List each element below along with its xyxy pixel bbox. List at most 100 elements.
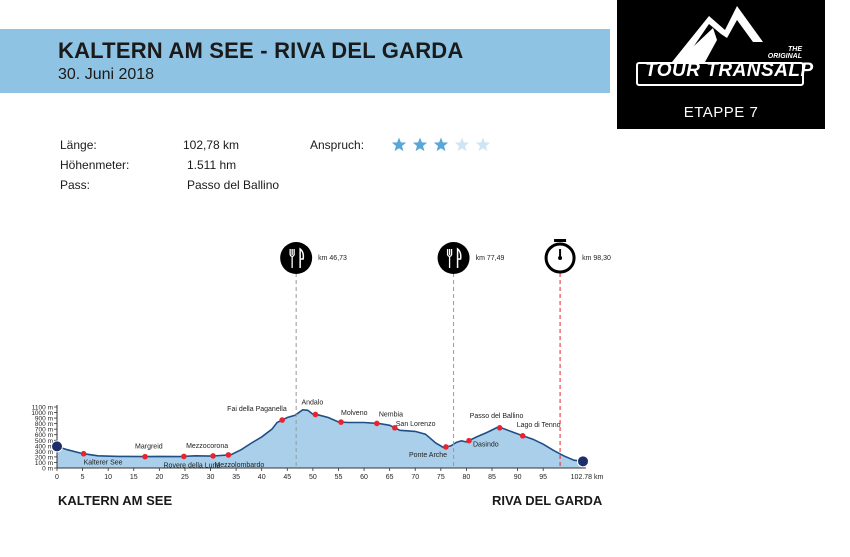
waypoint-label: Mezzolombardo [214, 462, 264, 469]
length-value: 102,78 km [183, 138, 240, 152]
stage-title: KALTERN AM SEE - RIVA DEL GARDA [58, 38, 464, 63]
waypoint-marker [496, 424, 503, 431]
y-tick-label: 100 m [35, 460, 53, 467]
x-tick-label: 50 [309, 474, 317, 481]
y-tick-label: 1000 m [31, 410, 53, 417]
finish-marker [577, 455, 589, 468]
start-marker [51, 440, 63, 453]
stars-row [391, 137, 491, 152]
length-label: Länge: [60, 138, 97, 152]
pass-value: Passo del Ballino [187, 178, 280, 192]
waypoint-label: Fai della Paganella [227, 406, 287, 413]
waypoint-label: Passo del Ballino [470, 413, 524, 420]
waypoint-marker [374, 420, 380, 427]
fork-knife-icon [437, 242, 470, 274]
star-filled-icon [412, 137, 428, 152]
waypoint-marker [279, 417, 285, 423]
profile-area [57, 409, 583, 468]
waypoint-marker [338, 419, 344, 425]
waypoint-marker [80, 450, 87, 457]
y-tick-label: 800 m [35, 421, 53, 428]
x-tick-label: 15 [130, 474, 138, 481]
y-tick-label: 500 m [35, 438, 53, 445]
fork-icon [289, 249, 295, 268]
x-tick-label: 30 [207, 474, 215, 481]
star-empty-icon [454, 137, 470, 152]
star-empty-icon [475, 137, 491, 152]
elevation-value: 1.511 hm [187, 158, 237, 172]
mountain-logo-icon [617, 6, 825, 94]
elevation-label: Höhenmeter: [60, 158, 130, 172]
y-tick-label: 700 m [35, 427, 53, 434]
star-filled-icon [391, 137, 407, 152]
y-tick-label: 400 m [35, 443, 53, 450]
waypoint-marker [181, 453, 187, 460]
difficulty-label: Anspruch: [310, 138, 365, 152]
star-filled-icon [433, 137, 449, 152]
waypoint-marker [142, 453, 148, 460]
waypoint-marker [519, 433, 526, 439]
difficulty-rating [391, 137, 496, 158]
waypoint-marker [225, 452, 232, 458]
x-end-label: 102.78 km [571, 474, 604, 481]
waypoint-marker [466, 437, 472, 444]
x-tick-label: 40 [258, 474, 266, 481]
waypoint-label: Molveno [341, 410, 368, 417]
y-tick-label: 200 m [35, 454, 53, 461]
y-tick-label: 1100 m [32, 405, 53, 412]
logo-tagline-line1: THE [788, 46, 802, 53]
y-tick-label: 0 m [42, 466, 53, 473]
fork-knife-icon [280, 242, 313, 274]
waypoint-label: Ponte Arche [409, 452, 447, 459]
y-tick-label: 600 m [35, 432, 53, 439]
finish-town: RIVA DEL GARDA [492, 493, 603, 508]
y-tick-label: 900 m [35, 416, 53, 423]
logo-band [636, 62, 804, 86]
x-tick-label: 25 [181, 474, 189, 481]
waypoint-label: Mezzocorona [186, 443, 228, 450]
x-tick-label: 60 [360, 474, 368, 481]
waypoint-label: Rovere della Luna [164, 462, 221, 469]
x-tick-label: 75 [437, 474, 445, 481]
x-tick-label: 95 [539, 474, 547, 481]
x-tick-label: 85 [488, 474, 496, 481]
waypoint-label: Margreid [135, 444, 163, 451]
knife-icon [456, 247, 462, 268]
waypoint-label: Andalo [301, 399, 323, 406]
start-town: KALTERN AM SEE [58, 493, 173, 508]
x-tick-label: 80 [463, 474, 471, 481]
fork-icon [446, 249, 453, 268]
x-tick-label: 45 [283, 474, 291, 481]
waypoint-marker [210, 453, 216, 459]
x-tick-label: 5 [81, 474, 85, 481]
station-label: km 98,30 [582, 255, 611, 262]
x-tick-label: 20 [155, 474, 163, 481]
waypoint-label: Kalterer See [84, 460, 123, 467]
stopwatch-crown [554, 239, 567, 242]
waypoint-marker [443, 444, 449, 450]
station-label: km 46,73 [318, 255, 347, 262]
waypoint-marker [312, 411, 319, 418]
waypoint-marker [391, 424, 398, 431]
stage-date: 30. Juni 2018 [58, 66, 155, 83]
stage-number: ETAPPE 7 [683, 104, 759, 121]
pass-label: Pass: [60, 178, 91, 192]
logo-brand: TOUR TRANSALP [645, 60, 814, 81]
y-tick-label: 300 m [35, 449, 53, 456]
waypoint-label: Lago di Tenno [517, 422, 561, 429]
title-banner [0, 29, 610, 93]
waypoint-label: San Lorenzo [396, 421, 436, 428]
tour-transalp-logo [617, 0, 825, 129]
stopwatch-hub [558, 256, 563, 260]
x-tick-label: 10 [104, 474, 112, 481]
x-tick-label: 0 [55, 474, 59, 481]
logo-tagline: THE ORIGINAL [762, 46, 802, 60]
waypoint-label: Dasindo [473, 442, 499, 449]
x-tick-label: 65 [386, 474, 394, 481]
x-tick-label: 35 [232, 474, 240, 481]
x-tick-label: 70 [411, 474, 419, 481]
knife-icon [299, 247, 305, 268]
x-tick-label: 55 [335, 474, 343, 481]
logo-tagline-line2: ORIGINAL [767, 53, 802, 60]
